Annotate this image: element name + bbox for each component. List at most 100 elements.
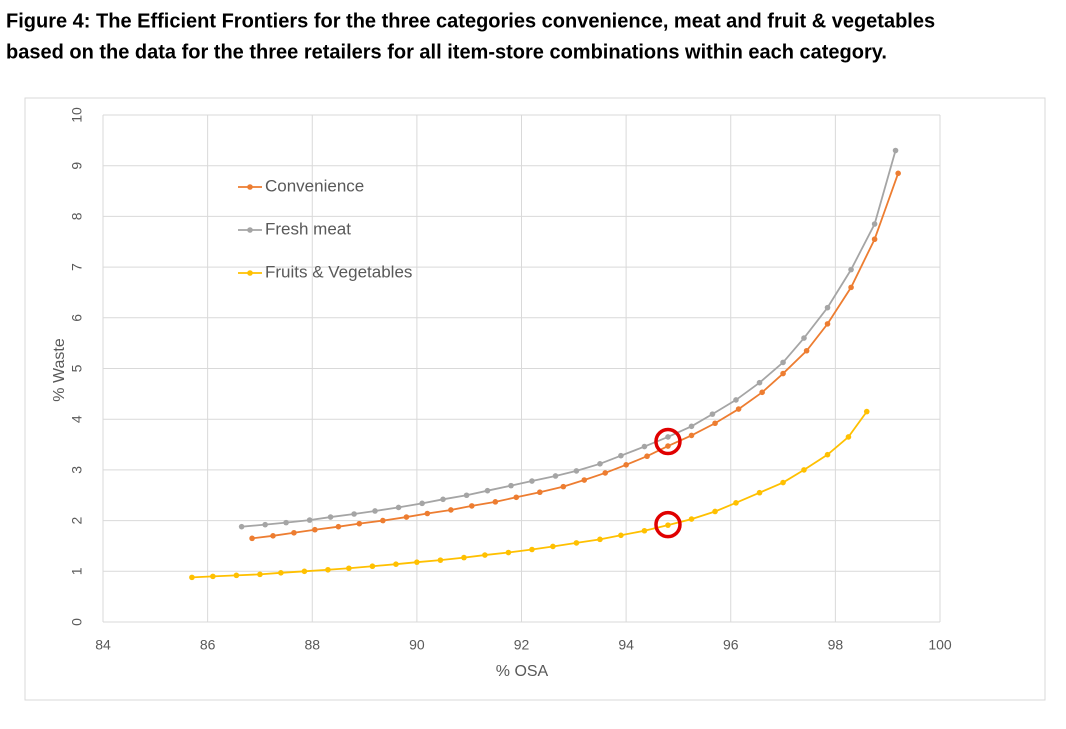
data-point xyxy=(845,434,852,440)
data-point xyxy=(895,170,901,177)
x-tick-label: 98 xyxy=(828,637,844,653)
data-point xyxy=(395,504,402,511)
data-point xyxy=(301,568,308,575)
legend-swatch xyxy=(247,270,253,276)
data-point xyxy=(550,543,556,550)
data-point xyxy=(712,508,718,515)
data-point xyxy=(291,529,297,536)
data-point xyxy=(597,536,603,543)
data-point xyxy=(482,552,488,558)
data-point xyxy=(871,221,878,227)
data-point xyxy=(492,499,499,505)
data-point xyxy=(618,532,624,539)
legend-label: Fresh meat xyxy=(265,219,351,238)
data-point xyxy=(393,561,399,568)
data-point xyxy=(278,570,284,576)
y-tick-label: 7 xyxy=(69,263,85,271)
data-point xyxy=(665,522,671,528)
data-point xyxy=(618,452,624,459)
data-point xyxy=(513,494,520,501)
y-tick-label: 9 xyxy=(69,162,85,170)
data-point xyxy=(484,487,491,494)
y-tick-label: 10 xyxy=(69,107,85,123)
data-point xyxy=(356,520,363,527)
data-point xyxy=(262,521,268,528)
data-point xyxy=(372,508,378,514)
data-point xyxy=(803,347,810,354)
data-point xyxy=(210,573,216,580)
data-point xyxy=(189,574,195,581)
y-tick-label: 1 xyxy=(69,567,85,575)
data-point xyxy=(238,523,245,530)
x-tick-label: 86 xyxy=(200,637,216,653)
data-point xyxy=(537,489,543,496)
data-point xyxy=(233,572,240,579)
data-point xyxy=(871,236,878,243)
data-point xyxy=(414,559,420,565)
data-point xyxy=(312,526,318,533)
data-point xyxy=(801,335,807,341)
data-point xyxy=(863,408,870,415)
data-point xyxy=(602,470,608,476)
data-point xyxy=(463,492,470,499)
data-point xyxy=(780,359,786,366)
data-point xyxy=(665,443,671,449)
chart-title: Figure 4: The Efficient Frontiers for th… xyxy=(6,10,935,32)
x-tick-label: 100 xyxy=(928,637,952,653)
data-point xyxy=(325,566,331,573)
highlight-circle xyxy=(654,427,682,456)
data-point xyxy=(848,284,854,291)
data-point xyxy=(529,478,535,484)
data-point xyxy=(335,523,342,530)
legend-label: Convenience xyxy=(265,176,364,195)
data-point xyxy=(346,565,352,572)
chart-frame xyxy=(24,97,1046,701)
data-point xyxy=(756,489,763,496)
data-point xyxy=(440,496,446,503)
data-point xyxy=(573,468,580,474)
data-point xyxy=(644,453,650,460)
y-tick-label: 0 xyxy=(69,618,85,626)
data-point xyxy=(824,451,831,458)
data-point xyxy=(848,266,854,273)
data-point xyxy=(892,147,899,154)
data-point xyxy=(733,500,739,506)
data-point xyxy=(424,510,431,517)
data-point xyxy=(369,563,376,570)
legend-swatch xyxy=(247,184,253,190)
legend-label: Fruits & Vegetables xyxy=(265,262,412,281)
data-point xyxy=(505,549,512,556)
y-tick-label: 6 xyxy=(69,314,85,322)
y-tick-label: 2 xyxy=(69,516,85,524)
data-point xyxy=(780,479,786,486)
data-point xyxy=(780,370,786,377)
x-tick-label: 88 xyxy=(304,637,320,653)
y-axis-label: % Waste xyxy=(51,338,68,402)
legend-swatch xyxy=(247,227,253,233)
y-tick-label: 8 xyxy=(69,212,85,220)
data-point xyxy=(529,546,535,553)
data-point xyxy=(508,482,514,489)
data-point xyxy=(327,514,334,520)
data-point xyxy=(351,511,357,517)
data-point xyxy=(283,519,289,526)
data-point xyxy=(306,517,313,523)
y-tick-label: 5 xyxy=(69,364,85,372)
y-tick-label: 4 xyxy=(69,415,85,423)
x-tick-label: 94 xyxy=(618,637,634,653)
data-point xyxy=(733,397,739,403)
highlight-circle xyxy=(654,510,682,539)
x-axis-label: % OSA xyxy=(496,663,549,680)
y-tick-label: 3 xyxy=(69,466,85,474)
data-point xyxy=(756,379,763,386)
data-point xyxy=(469,503,475,509)
data-point xyxy=(824,321,831,327)
data-point xyxy=(688,423,695,430)
data-point xyxy=(448,507,454,513)
data-point xyxy=(824,304,831,311)
data-point xyxy=(581,477,588,483)
series-line xyxy=(251,173,899,540)
data-point xyxy=(403,514,410,520)
